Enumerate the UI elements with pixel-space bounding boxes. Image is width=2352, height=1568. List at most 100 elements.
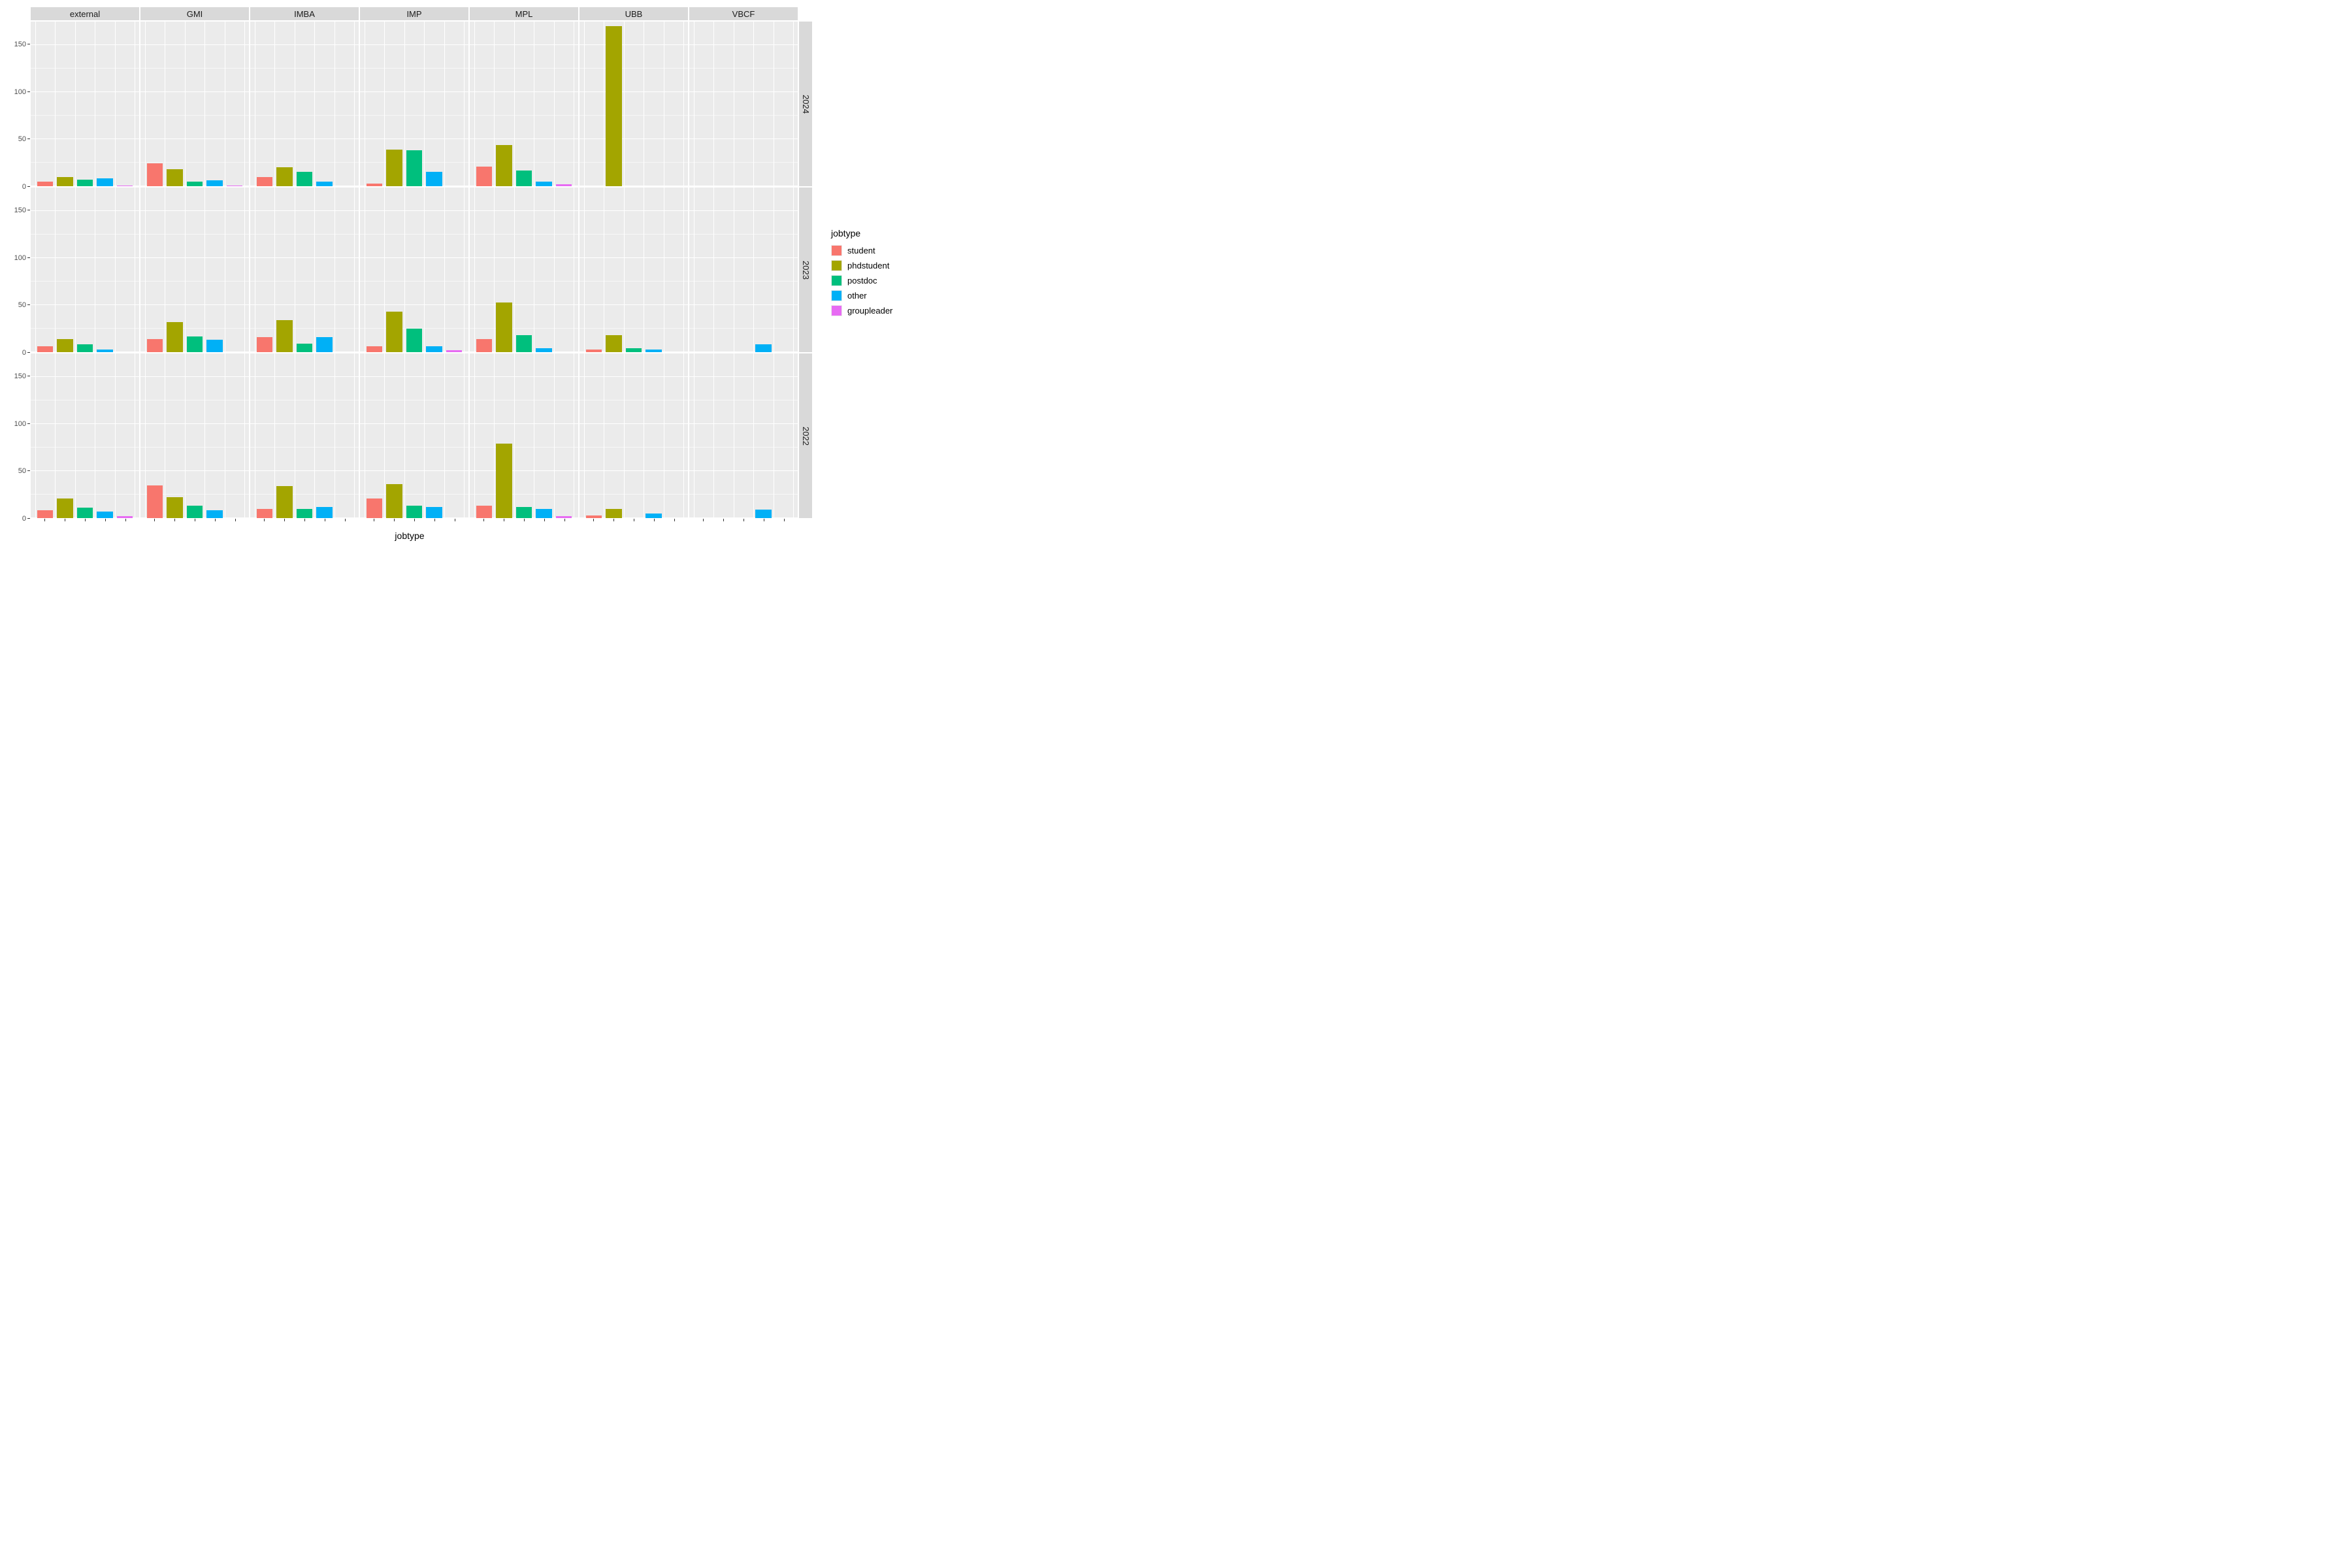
panel [140, 21, 250, 187]
bar [536, 509, 551, 518]
bar [316, 507, 332, 518]
panel [579, 353, 689, 519]
plot-area: partno externalGMIIMBAIMPMPLUBBVBCF05010… [7, 7, 813, 541]
bar [276, 320, 292, 352]
facet-grid: externalGMIIMBAIMPMPLUBBVBCF050100150202… [7, 7, 813, 528]
bar [516, 507, 532, 518]
bar [77, 508, 93, 518]
bar [77, 344, 93, 352]
bar [476, 167, 492, 186]
bar [297, 344, 312, 352]
bar [316, 337, 332, 352]
bar [187, 336, 203, 352]
legend-item: student [831, 245, 892, 256]
bar [536, 348, 551, 352]
legend-item: other [831, 290, 892, 301]
legend-title: jobtype [831, 228, 892, 238]
legend: jobtype student phdstudent postdoc other gro… [831, 228, 892, 320]
y-tick-label: 100 [14, 88, 26, 96]
bar [257, 177, 272, 186]
y-tick-label: 50 [18, 467, 26, 475]
legend-item: phdstudent [831, 260, 892, 271]
x-axis-ticks [140, 519, 250, 528]
bar [147, 485, 163, 518]
bar [426, 507, 442, 518]
bar [556, 516, 572, 518]
bar [367, 346, 382, 352]
bar [37, 182, 53, 186]
bar [297, 509, 312, 518]
bar [117, 516, 133, 518]
bar [586, 515, 602, 518]
bar [37, 346, 53, 352]
panel [359, 187, 469, 353]
legend-label: postdoc [847, 276, 877, 286]
col-strip: UBB [579, 7, 689, 21]
y-tick-label: 100 [14, 420, 26, 428]
legend-item: postdoc [831, 275, 892, 286]
bar [276, 167, 292, 186]
y-tick-label: 150 [14, 372, 26, 380]
panel [689, 187, 798, 353]
col-strip: MPL [469, 7, 579, 21]
bar [37, 510, 53, 518]
x-axis-ticks [359, 519, 469, 528]
panel [359, 353, 469, 519]
x-axis-ticks [579, 519, 689, 528]
legend-label: phdstudent [847, 261, 889, 270]
row-strip: 2024 [798, 21, 813, 187]
panel [579, 21, 689, 187]
bar [516, 171, 532, 186]
y-tick-label: 150 [14, 41, 26, 48]
bar [167, 497, 182, 518]
bar [536, 182, 551, 186]
panel [140, 187, 250, 353]
bar [406, 150, 422, 186]
bar [97, 178, 112, 186]
bar [406, 506, 422, 518]
panel [689, 353, 798, 519]
panel [30, 21, 140, 187]
bar [476, 339, 492, 352]
bar [755, 344, 771, 352]
x-axis-ticks [469, 519, 579, 528]
legend-label: student [847, 246, 875, 255]
bar [167, 169, 182, 186]
col-strip: IMBA [250, 7, 359, 21]
bar [606, 26, 621, 186]
y-tick-label: 0 [22, 515, 26, 523]
legend-swatch [832, 291, 841, 301]
bar [257, 509, 272, 518]
bar [406, 329, 422, 352]
bar [57, 339, 73, 352]
bar [556, 184, 572, 186]
legend-swatch [832, 276, 841, 286]
legend-item: groupleader [831, 305, 892, 316]
row-strip: 2023 [798, 187, 813, 353]
y-tick-label: 150 [14, 206, 26, 214]
bar [755, 510, 771, 518]
col-strip: GMI [140, 7, 250, 21]
col-strip: IMP [359, 7, 469, 21]
bar [626, 348, 642, 352]
x-axis-ticks [250, 519, 359, 528]
legend-swatch [832, 261, 841, 270]
bar [496, 302, 512, 352]
bar [426, 346, 442, 352]
y-tick-label: 50 [18, 301, 26, 309]
chart-container: partno externalGMIIMBAIMPMPLUBBVBCF05010… [0, 0, 2352, 547]
legend-swatch [832, 306, 841, 316]
bar [606, 335, 621, 352]
panel [579, 187, 689, 353]
bar [386, 484, 402, 518]
x-axis-ticks [30, 519, 140, 528]
bar [516, 335, 532, 352]
panel [250, 21, 359, 187]
col-strip: VBCF [689, 7, 798, 21]
bar [645, 514, 661, 518]
bar [97, 350, 112, 352]
bar [276, 486, 292, 518]
bar [77, 180, 93, 186]
panel [469, 353, 579, 519]
bar [446, 350, 462, 352]
